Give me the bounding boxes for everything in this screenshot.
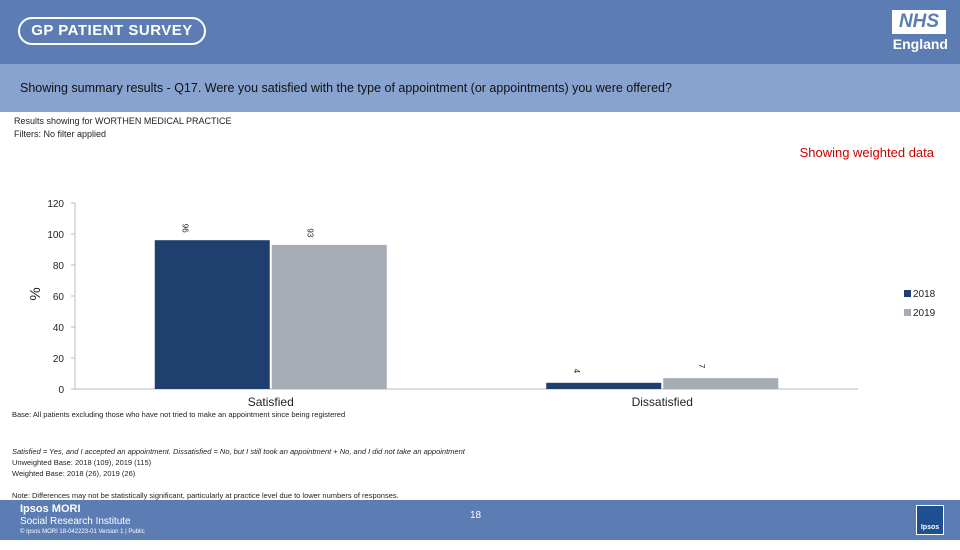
question-title: Showing summary results - Q17. Were you … xyxy=(20,81,672,95)
base-note: Base: All patients excluding those who h… xyxy=(12,410,346,419)
bar-2018-dissatisfied xyxy=(546,382,662,389)
y-tick-label: 80 xyxy=(53,261,65,272)
data-label: 96 xyxy=(180,224,189,233)
y-tick-label: 60 xyxy=(53,292,65,303)
definition-note: Satisfied = Yes, and I accepted an appoi… xyxy=(12,447,465,456)
legend-label-2018: 2018 xyxy=(913,289,936,300)
y-tick-label: 0 xyxy=(58,385,64,396)
practice-label: Results showing for WORTHEN MEDICAL PRAC… xyxy=(14,116,232,126)
nhs-region-label: England xyxy=(892,36,948,52)
legend-label-2019: 2019 xyxy=(913,308,936,319)
ipsos-sub-label: Social Research Institute xyxy=(20,516,131,527)
x-category-label: Dissatisfied xyxy=(632,395,693,409)
y-tick-label: 20 xyxy=(53,354,65,365)
bar-chart: 0 20 40 60 80 100 120% 96 93 Satisfied 4 7 Dissatisf… xyxy=(27,199,936,409)
bar-2019-dissatisfied xyxy=(663,378,779,389)
question-bar xyxy=(0,64,960,112)
unweighted-base-note: Unweighted Base: 2018 (109), 2019 (115) xyxy=(12,458,152,467)
filters-label: Filters: No filter applied xyxy=(14,129,107,139)
x-category-label: Satisfied xyxy=(248,395,294,409)
y-tick-label: 120 xyxy=(47,199,64,210)
weighted-base-note: Weighted Base: 2018 (26), 2019 (26) xyxy=(12,469,136,478)
legend-swatch-2019 xyxy=(904,309,911,316)
weighted-data-label: Showing weighted data xyxy=(799,145,934,160)
y-tick-label: 100 xyxy=(47,230,64,241)
data-label: 7 xyxy=(697,364,706,369)
page-number: 18 xyxy=(470,510,482,521)
data-label: 4 xyxy=(572,369,581,374)
nhs-logo: NHS xyxy=(892,10,946,34)
ipsos-mori-logo: Ipsos MORI xyxy=(20,503,81,515)
bar-2019-satisfied xyxy=(271,244,387,389)
disclaimer-note: Note: Differences may not be statistical… xyxy=(12,491,399,500)
copyright-label: © Ipsos MORI 18-042223-01 Version 1 | Pu… xyxy=(20,529,145,535)
footer-bar xyxy=(0,500,960,540)
y-tick-label: 40 xyxy=(53,323,65,334)
y-axis-label: % xyxy=(27,287,44,300)
ipsos-badge-icon: Ipsos xyxy=(916,505,944,535)
data-label: 93 xyxy=(305,228,314,237)
legend-swatch-2018 xyxy=(904,290,911,297)
gp-patient-survey-logo: GP PATIENT SURVEY xyxy=(18,17,206,45)
bar-2018-satisfied xyxy=(154,240,270,389)
header-bar xyxy=(0,0,960,64)
